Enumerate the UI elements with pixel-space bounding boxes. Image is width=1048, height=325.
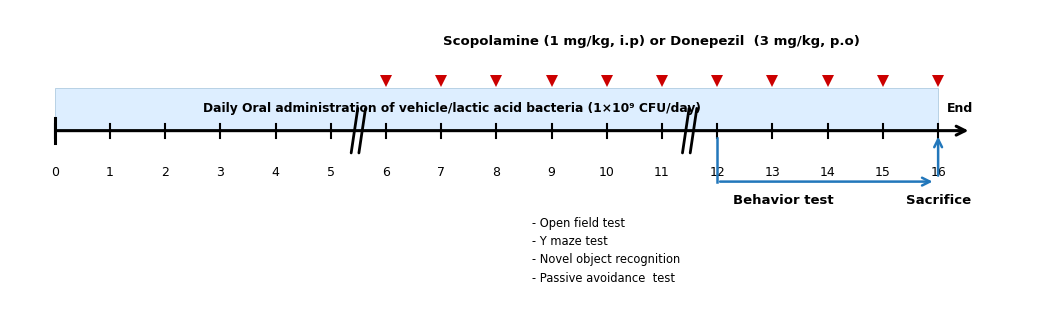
Text: Behavior test: Behavior test <box>734 194 834 207</box>
Text: 15: 15 <box>875 166 891 179</box>
Text: 16: 16 <box>931 166 946 179</box>
Text: - Passive avoidance  test: - Passive avoidance test <box>532 272 675 285</box>
Text: Daily Oral administration of vehicle/lactic acid bacteria (1×10⁹ CFU/day): Daily Oral administration of vehicle/lac… <box>203 102 701 115</box>
Text: 8: 8 <box>493 166 500 179</box>
Text: 12: 12 <box>709 166 725 179</box>
Text: 4: 4 <box>271 166 280 179</box>
Text: 13: 13 <box>765 166 781 179</box>
Text: 14: 14 <box>820 166 835 179</box>
Text: 11: 11 <box>654 166 670 179</box>
Bar <box>54 88 938 129</box>
Text: 3: 3 <box>216 166 224 179</box>
Text: 1: 1 <box>106 166 114 179</box>
Text: 10: 10 <box>598 166 615 179</box>
Text: 9: 9 <box>548 166 555 179</box>
Text: 2: 2 <box>161 166 169 179</box>
Text: 0: 0 <box>50 166 59 179</box>
Text: - Y maze test: - Y maze test <box>532 235 608 248</box>
Text: End: End <box>946 102 973 115</box>
Text: Scopolamine (1 mg/kg, i.p) or Donepezil  (3 mg/kg, p.o): Scopolamine (1 mg/kg, i.p) or Donepezil … <box>442 35 859 48</box>
Text: - Novel object recognition: - Novel object recognition <box>532 254 680 266</box>
Text: Sacrifice: Sacrifice <box>905 194 970 207</box>
Text: 6: 6 <box>383 166 390 179</box>
Text: - Open field test: - Open field test <box>532 216 626 229</box>
Text: 5: 5 <box>327 166 334 179</box>
Text: 7: 7 <box>437 166 445 179</box>
